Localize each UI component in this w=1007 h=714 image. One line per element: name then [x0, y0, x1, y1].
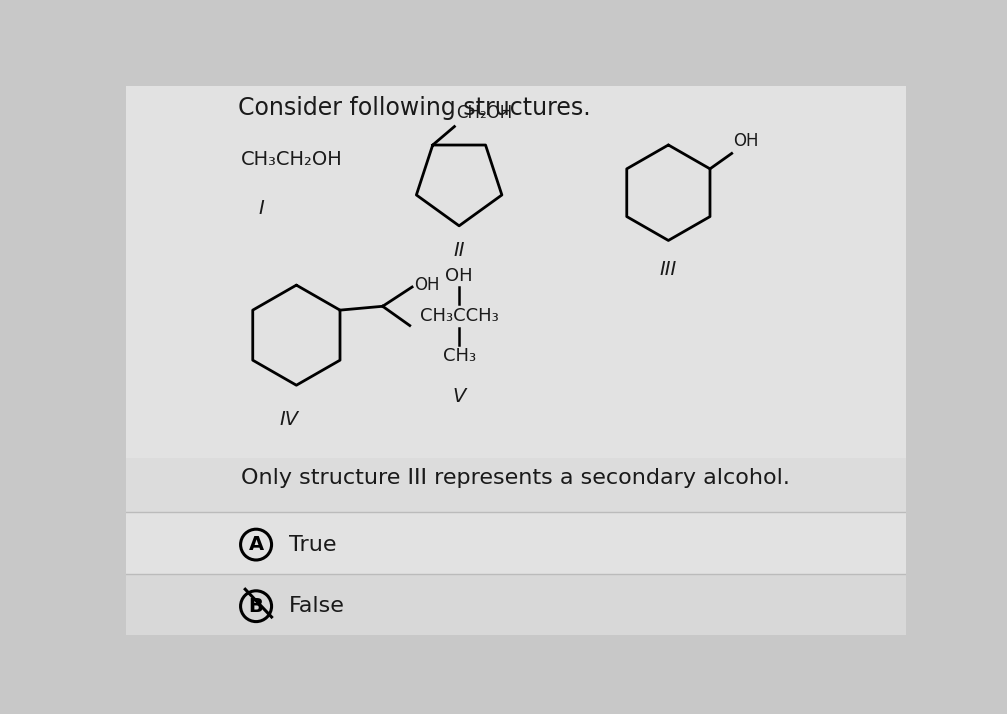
Text: V: V — [452, 387, 466, 406]
Text: III: III — [660, 260, 677, 279]
Bar — [126, 458, 906, 512]
Text: True: True — [289, 535, 336, 555]
Text: Only structure III represents a secondary alcohol.: Only structure III represents a secondar… — [241, 468, 789, 488]
Text: CH₂OH: CH₂OH — [456, 104, 513, 122]
Text: False: False — [289, 596, 344, 616]
Text: IV: IV — [279, 411, 298, 429]
Text: Consider following structures.: Consider following structures. — [239, 96, 591, 121]
Text: CH₃CH₂OH: CH₃CH₂OH — [241, 150, 342, 169]
Text: OH: OH — [733, 132, 758, 151]
Bar — [126, 512, 906, 574]
Text: CH₃CCH₃: CH₃CCH₃ — [420, 307, 498, 325]
Text: B: B — [249, 597, 264, 615]
Text: OH: OH — [445, 267, 473, 285]
Bar — [126, 574, 906, 635]
Text: OH: OH — [415, 276, 440, 294]
Text: A: A — [249, 535, 264, 554]
Text: CH₃: CH₃ — [442, 347, 475, 365]
Text: I: I — [259, 198, 265, 218]
Bar — [126, 86, 906, 458]
Text: II: II — [453, 241, 465, 260]
